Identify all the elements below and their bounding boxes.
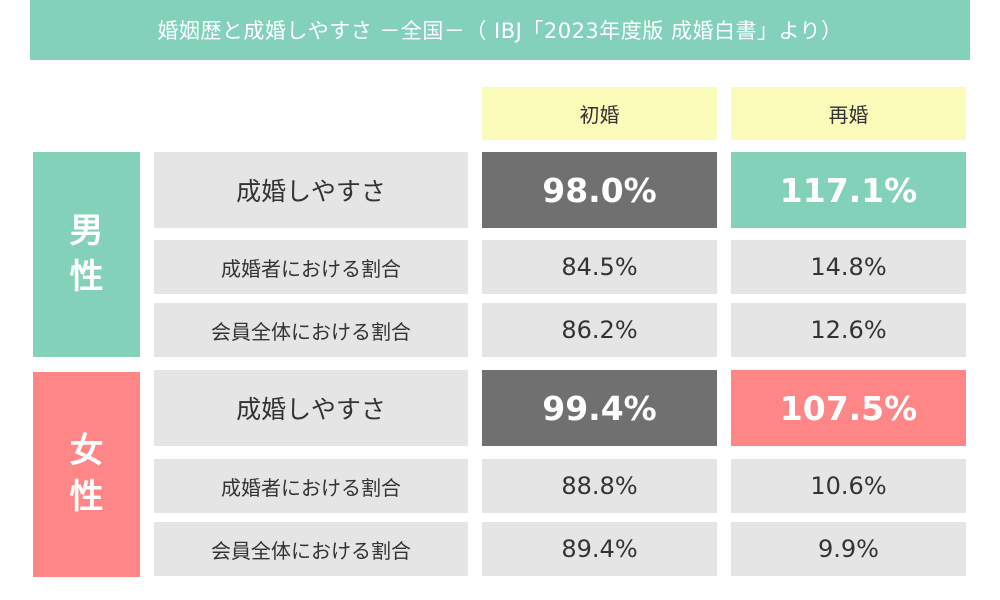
value-male-married-share-first: 84.5%: [482, 240, 717, 294]
row-label-male-married-share: 成婚者における割合: [154, 240, 468, 294]
value-male-married-share-re: 14.8%: [731, 240, 966, 294]
value-male-member-share-first: 86.2%: [482, 303, 717, 357]
value-female-married-share-re: 10.6%: [731, 459, 966, 513]
group-label-male: 男 性: [33, 152, 140, 357]
value-female-member-share-first: 89.4%: [482, 522, 717, 576]
chart-title: 婚姻歴と成婚しやすさ －全国－（ IBJ「2023年度版 成婚白書」より）: [30, 0, 970, 60]
value-female-ease-re: 107.5%: [731, 370, 966, 446]
value-male-member-share-re: 12.6%: [731, 303, 966, 357]
row-label-female-married-share: 成婚者における割合: [154, 459, 468, 513]
column-header-first-marriage: 初婚: [482, 87, 717, 140]
row-label-female-member-share: 会員全体における割合: [154, 522, 468, 576]
value-male-ease-re: 117.1%: [731, 152, 966, 228]
column-header-remarriage: 再婚: [731, 87, 966, 140]
group-label-female-char-1: 女: [69, 430, 104, 471]
group-label-male-char-2: 性: [69, 256, 104, 297]
value-male-ease-first: 98.0%: [482, 152, 717, 228]
group-label-female-char-2: 性: [69, 476, 104, 517]
row-label-male-member-share: 会員全体における割合: [154, 303, 468, 357]
row-label-female-ease: 成婚しやすさ: [154, 370, 468, 446]
value-female-ease-first: 99.4%: [482, 370, 717, 446]
group-label-female: 女 性: [33, 372, 140, 577]
row-label-male-ease: 成婚しやすさ: [154, 152, 468, 228]
value-female-member-share-re: 9.9%: [731, 522, 966, 576]
value-female-married-share-first: 88.8%: [482, 459, 717, 513]
group-label-male-char-1: 男: [69, 210, 104, 251]
